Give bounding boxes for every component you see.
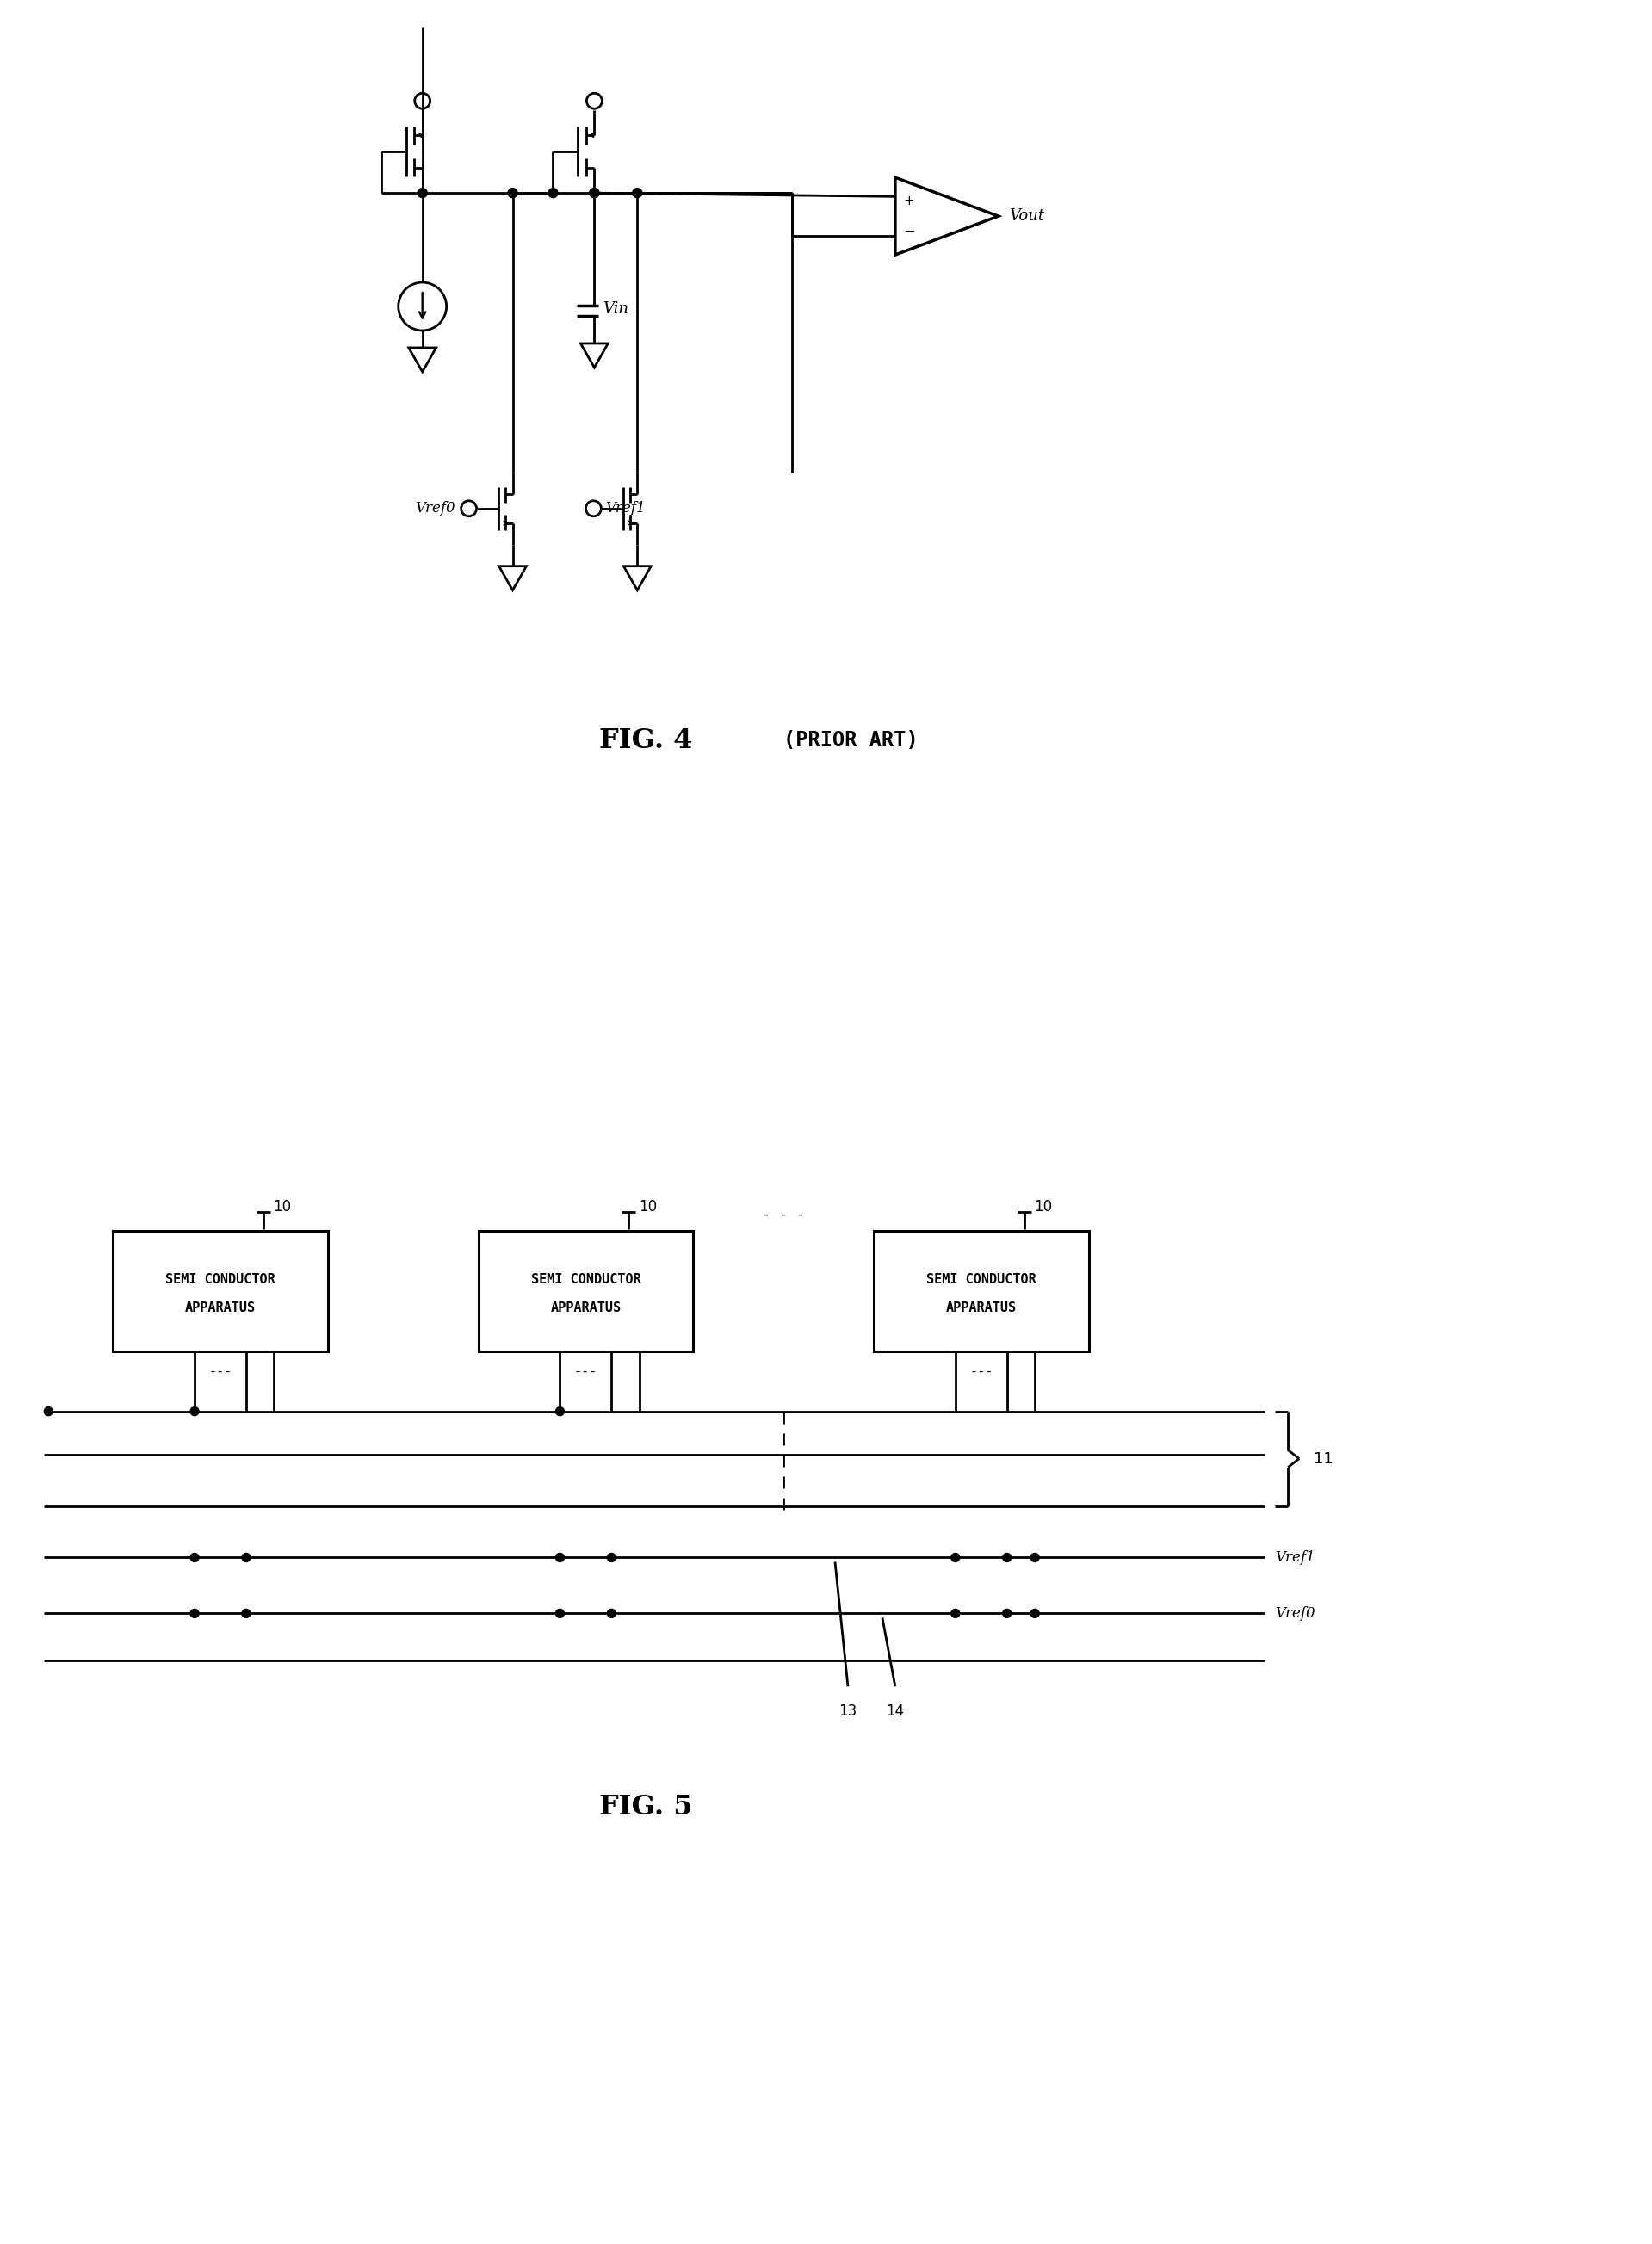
Circle shape bbox=[952, 1553, 960, 1562]
Circle shape bbox=[190, 1609, 198, 1618]
Text: Vref0: Vref0 bbox=[1275, 1607, 1315, 1620]
Circle shape bbox=[548, 188, 558, 197]
Text: APPARATUS: APPARATUS bbox=[550, 1302, 621, 1315]
Text: (PRIOR ART): (PRIOR ART) bbox=[783, 729, 919, 752]
Text: SEMI CONDUCTOR: SEMI CONDUCTOR bbox=[530, 1272, 641, 1286]
Circle shape bbox=[555, 1553, 565, 1562]
Circle shape bbox=[241, 1609, 251, 1618]
Text: Vout: Vout bbox=[1009, 209, 1044, 224]
Text: APPARATUS: APPARATUS bbox=[947, 1302, 1016, 1315]
Text: ---: --- bbox=[970, 1364, 993, 1378]
Text: APPARATUS: APPARATUS bbox=[185, 1302, 256, 1315]
Circle shape bbox=[241, 1553, 251, 1562]
Text: SEMI CONDUCTOR: SEMI CONDUCTOR bbox=[165, 1272, 276, 1286]
Text: 10: 10 bbox=[1034, 1198, 1052, 1214]
Circle shape bbox=[555, 1609, 565, 1618]
Circle shape bbox=[1031, 1609, 1039, 1618]
Circle shape bbox=[608, 1553, 616, 1562]
Text: 10: 10 bbox=[273, 1198, 291, 1214]
Text: - - -: - - - bbox=[762, 1207, 805, 1223]
Text: −: − bbox=[904, 224, 915, 240]
Circle shape bbox=[1003, 1553, 1011, 1562]
Text: Vin: Vin bbox=[603, 301, 629, 316]
Text: 11: 11 bbox=[1313, 1452, 1333, 1465]
Text: FIG. 4: FIG. 4 bbox=[600, 727, 692, 754]
Text: 14: 14 bbox=[885, 1703, 904, 1719]
Circle shape bbox=[555, 1407, 565, 1416]
Text: ---: --- bbox=[208, 1364, 233, 1378]
Text: FIG. 5: FIG. 5 bbox=[600, 1793, 692, 1820]
Circle shape bbox=[190, 1407, 198, 1416]
Circle shape bbox=[507, 188, 517, 197]
Circle shape bbox=[1003, 1609, 1011, 1618]
Text: SEMI CONDUCTOR: SEMI CONDUCTOR bbox=[927, 1272, 1036, 1286]
Bar bbox=[112, 1230, 327, 1351]
Circle shape bbox=[590, 188, 600, 197]
Circle shape bbox=[590, 188, 600, 197]
Text: ---: --- bbox=[573, 1364, 598, 1378]
Text: 10: 10 bbox=[639, 1198, 657, 1214]
Circle shape bbox=[633, 188, 643, 197]
Circle shape bbox=[952, 1609, 960, 1618]
Text: Vref0: Vref0 bbox=[415, 500, 454, 516]
Circle shape bbox=[190, 1553, 198, 1562]
Circle shape bbox=[1031, 1553, 1039, 1562]
Text: 13: 13 bbox=[839, 1703, 857, 1719]
Circle shape bbox=[608, 1609, 616, 1618]
Text: Vref1: Vref1 bbox=[1275, 1551, 1315, 1564]
Circle shape bbox=[45, 1407, 53, 1416]
Bar bbox=[479, 1230, 694, 1351]
Text: Vref1: Vref1 bbox=[606, 500, 646, 516]
Bar bbox=[874, 1230, 1089, 1351]
Text: +: + bbox=[904, 195, 915, 206]
Circle shape bbox=[418, 188, 428, 197]
